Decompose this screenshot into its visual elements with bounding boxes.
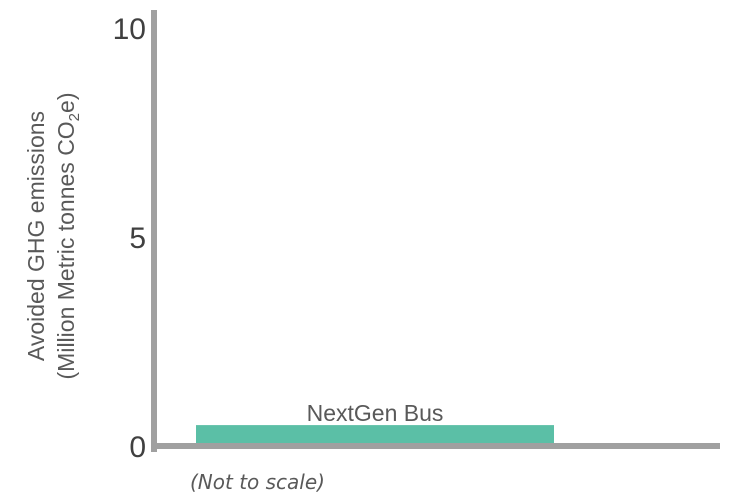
y-tick-label: 0 (129, 431, 146, 464)
y-tick-labels: 0 5 10 (113, 13, 146, 464)
bar (196, 425, 554, 446)
y-axis-title-line2: (Million Metric tonnes CO2e) (53, 93, 83, 380)
y-axis-title-subscript: 2 (66, 113, 83, 121)
y-tick-label: 10 (113, 13, 146, 46)
y-axis-title-line1: Avoided GHG emissions (23, 111, 49, 361)
bar-category-label: NextGen Bus (307, 400, 444, 426)
bars: NextGen Bus (196, 400, 554, 446)
y-axis-title-line2-prefix: (Million Metric tonnes CO (53, 121, 79, 379)
y-tick-label: 5 (129, 222, 146, 255)
not-to-scale-note: (Not to scale) (190, 470, 325, 494)
y-axis-title-line2-suffix: e) (53, 93, 79, 113)
